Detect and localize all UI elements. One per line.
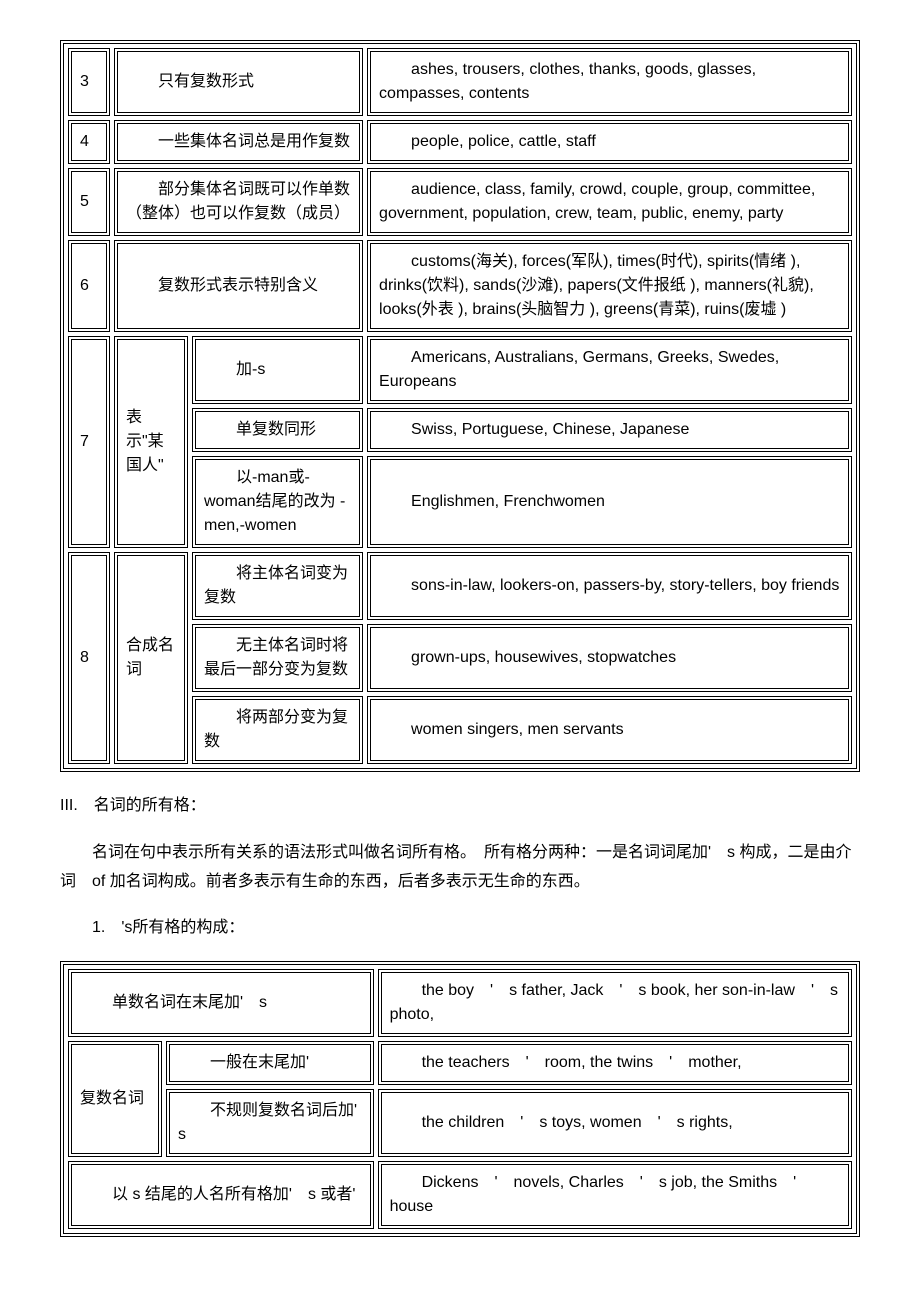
row-example: Dickens ' novels, Charles ' s job, the S…: [378, 1161, 852, 1229]
row-desc: 只有复数形式: [114, 48, 363, 116]
table-row: 单数名词在末尾加' s the boy ' s father, Jack ' s…: [68, 969, 852, 1037]
sub-desc: 以-man或-woman结尾的改为 -men,-women: [192, 456, 363, 548]
table-row: 3 只有复数形式 ashes, trousers, clothes, thank…: [68, 48, 852, 116]
section-title: III. 名词的所有格：: [60, 792, 860, 821]
table-row: 以 s 结尾的人名所有格加' s 或者' Dickens ' novels, C…: [68, 1161, 852, 1229]
plural-forms-table: 3 只有复数形式 ashes, trousers, clothes, thank…: [60, 40, 860, 772]
table-row: 不规则复数名词后加' s the children ' s toys, wome…: [68, 1089, 852, 1157]
row-example: people, police, cattle, staff: [367, 120, 852, 164]
sub-example: Swiss, Portuguese, Chinese, Japanese: [367, 408, 852, 452]
row-label: 表示"某国人": [114, 336, 188, 548]
sub-example: the teachers ' room, the twins ' mother,: [378, 1041, 852, 1085]
sub-example: the children ' s toys, women ' s rights,: [378, 1089, 852, 1157]
sub-example: Americans, Australians, Germans, Greeks,…: [367, 336, 852, 404]
table-row: 6 复数形式表示特别含义 customs(海关), forces(军队), ti…: [68, 240, 852, 332]
section-body: 名词在句中表示所有关系的语法形式叫做名词所有格。 所有格分两种：一是名词词尾加'…: [60, 839, 860, 897]
table-row: 7 表示"某国人" 加-s Americans, Australians, Ge…: [68, 336, 852, 404]
row-desc: 单数名词在末尾加' s: [68, 969, 374, 1037]
table-row: 8 合成名词 将主体名词变为复数 sons-in-law, lookers-on…: [68, 552, 852, 620]
row-example: ashes, trousers, clothes, thanks, goods,…: [367, 48, 852, 116]
row-label: 复数名词: [68, 1041, 162, 1157]
sub-desc: 加-s: [192, 336, 363, 404]
row-example: customs(海关), forces(军队), times(时代), spir…: [367, 240, 852, 332]
sub-example: Englishmen, Frenchwomen: [367, 456, 852, 548]
sub-example: women singers, men servants: [367, 696, 852, 764]
row-label: 合成名词: [114, 552, 188, 764]
table-row: 复数名词 一般在末尾加' the teachers ' room, the tw…: [68, 1041, 852, 1085]
sub-desc: 将主体名词变为复数: [192, 552, 363, 620]
sub-desc: 单复数同形: [192, 408, 363, 452]
row-number: 7: [68, 336, 110, 548]
sub-example: grown-ups, housewives, stopwatches: [367, 624, 852, 692]
table-row: 4 一些集体名词总是用作复数 people, police, cattle, s…: [68, 120, 852, 164]
row-desc: 一些集体名词总是用作复数: [114, 120, 363, 164]
row-desc: 复数形式表示特别含义: [114, 240, 363, 332]
row-example: audience, class, family, crowd, couple, …: [367, 168, 852, 236]
sub-desc: 不规则复数名词后加' s: [166, 1089, 374, 1157]
sub-example: sons-in-law, lookers-on, passers-by, sto…: [367, 552, 852, 620]
row-number: 8: [68, 552, 110, 764]
row-desc: 以 s 结尾的人名所有格加' s 或者': [68, 1161, 374, 1229]
row-number: 3: [68, 48, 110, 116]
row-desc: 部分集体名词既可以作单数（整体）也可以作复数（成员）: [114, 168, 363, 236]
row-number: 4: [68, 120, 110, 164]
sub-desc: 无主体名词时将最后一部分变为复数: [192, 624, 363, 692]
row-example: the boy ' s father, Jack ' s book, her s…: [378, 969, 852, 1037]
sub-desc: 一般在末尾加': [166, 1041, 374, 1085]
table-row: 5 部分集体名词既可以作单数（整体）也可以作复数（成员） audience, c…: [68, 168, 852, 236]
possessive-table: 单数名词在末尾加' s the boy ' s father, Jack ' s…: [60, 961, 860, 1237]
row-number: 6: [68, 240, 110, 332]
row-number: 5: [68, 168, 110, 236]
section-sub: 1. 's所有格的构成：: [60, 914, 860, 943]
sub-desc: 将两部分变为复数: [192, 696, 363, 764]
